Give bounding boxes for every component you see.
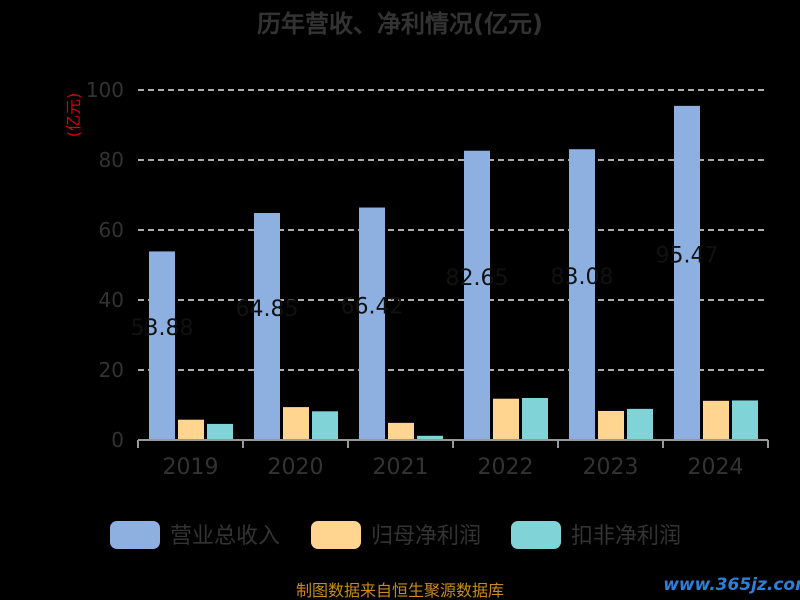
bar-deducted-net-profit [207,423,233,440]
bar-revenue [149,251,175,440]
bar-revenue [464,150,490,440]
x-tick-label: 2020 [268,455,324,480]
data-label: 64.85 [236,297,299,322]
watermark: www.365jz.com [663,575,800,595]
data-label: 83.08 [551,265,614,290]
y-axis-unit-label: (亿元) [64,93,83,138]
legend-label: 归母净利润 [371,524,481,549]
bar-deducted-net-profit [522,398,548,440]
x-tick-label: 2021 [373,455,429,480]
axes: 0 20 40 60 80 100 2019 2020 2021 2022 2023 2024 [86,78,769,480]
y-tick-label: 40 [99,288,124,312]
data-source-note: 制图数据来自恒生聚源数据库 [296,581,504,600]
y-tick-label: 0 [111,428,124,452]
legend-swatch [311,521,361,549]
legend-swatch [110,521,160,549]
data-label: 66.42 [341,294,404,319]
bar-deducted-net-profit [312,411,338,440]
bar-net-profit [598,410,624,440]
legend-label: 扣非净利润 [571,524,681,549]
y-tick-label: 80 [99,148,124,172]
bar-revenue [254,213,280,440]
data-labels: 53.88 64.85 66.42 82.65 83.08 95.47 [131,243,719,341]
x-tick-label: 2019 [163,455,219,480]
x-tick-label: 2024 [688,455,744,480]
data-label: 95.47 [656,243,719,268]
bar-deducted-net-profit [732,400,758,440]
data-label: 82.65 [446,266,509,291]
bar-revenue [674,105,700,440]
y-tick-label: 20 [99,358,124,382]
bar-net-profit [388,422,414,440]
bar-revenue [569,149,595,440]
bar-deducted-net-profit [417,435,443,440]
chart-title: 历年营收、净利情况(亿元) [257,10,543,38]
bar-net-profit [703,400,729,440]
bar-net-profit [283,407,309,440]
data-label: 53.88 [131,316,194,341]
bar-net-profit [493,398,519,440]
bar-net-profit [178,419,204,440]
gridlines [138,89,768,371]
y-tick-label: 60 [99,218,124,242]
bar-revenue [359,207,385,440]
legend: 营业总收入 归母净利润 扣非净利润 [110,521,681,549]
bar-deducted-net-profit [627,408,653,440]
x-tick-label: 2022 [478,455,534,480]
bars [149,105,758,440]
x-tick-label: 2023 [583,455,639,480]
y-tick-label: 100 [86,78,124,102]
legend-swatch [511,521,561,549]
legend-label: 营业总收入 [170,524,280,549]
